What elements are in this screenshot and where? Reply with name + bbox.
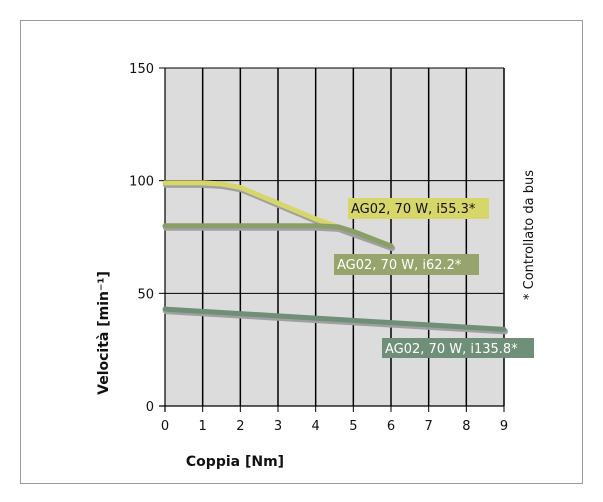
- x-tick-label: 9: [500, 419, 508, 434]
- x-tick-label: 8: [462, 419, 470, 434]
- y-axis-title: Velocità [min⁻¹]: [96, 271, 112, 395]
- x-tick-label: 3: [274, 419, 282, 434]
- series-label-3: AG02, 70 W, i135.8*: [385, 342, 518, 357]
- y-tick-label: 100: [129, 175, 154, 190]
- x-axis-title: Coppia [Nm]: [186, 454, 284, 470]
- x-tick-label: 2: [236, 419, 244, 434]
- bus-note: * Controllato da bus: [522, 170, 537, 300]
- x-tick-label: 6: [387, 419, 395, 434]
- series-line-2: [162, 223, 394, 249]
- x-tick-label: 4: [312, 419, 320, 434]
- axes: 0 1 2 3 4 5 6 7 8 9 0 50 100 150: [129, 62, 508, 434]
- series: [162, 180, 508, 335]
- y-tick-label: 150: [129, 62, 154, 77]
- series-label-box-2: [334, 254, 479, 275]
- x-tick-label: 1: [199, 419, 207, 434]
- chart-border: [20, 20, 583, 484]
- series-label-box-3: [382, 338, 534, 358]
- y-tick-label: 0: [146, 400, 154, 415]
- x-tick-label: 0: [161, 419, 169, 434]
- series-label-box-1: [348, 198, 489, 219]
- series-labels: AG02, 70 W, i55.3* AG02, 70 W, i62.2* AG02…: [334, 198, 534, 358]
- x-tick-label: 7: [425, 419, 433, 434]
- x-tick-label: 5: [349, 419, 357, 434]
- y-tick-label: 50: [137, 287, 154, 302]
- series-label-1: AG02, 70 W, i55.3*: [351, 202, 476, 217]
- series-label-2: AG02, 70 W, i62.2*: [337, 258, 462, 273]
- series-line-3: [162, 306, 507, 332]
